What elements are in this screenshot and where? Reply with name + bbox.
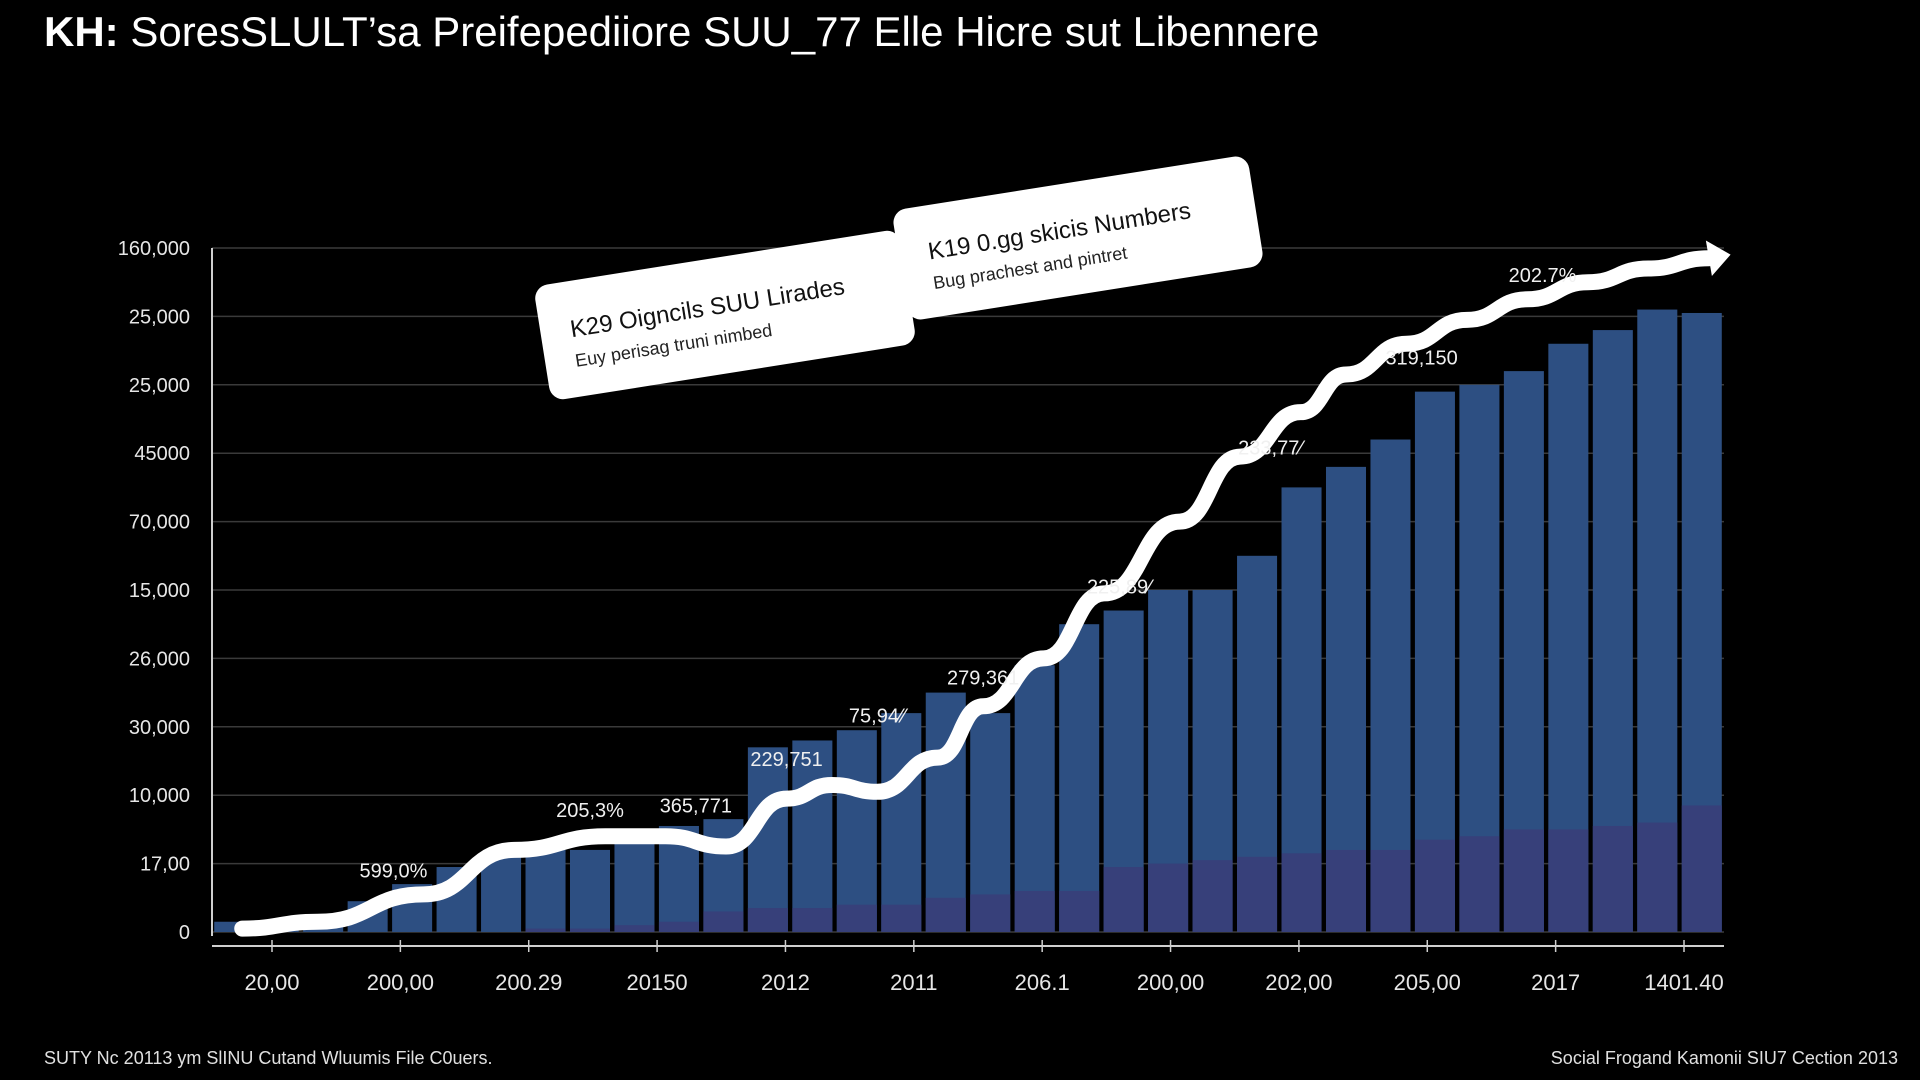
bar-lower-segment	[1014, 890, 1055, 932]
bar-lower-segment	[1414, 839, 1455, 932]
trend-arrowhead	[1705, 240, 1731, 277]
bar-lower-segment	[1548, 829, 1589, 932]
y-tick-label: 26,000	[129, 648, 190, 670]
bar-lower-segment	[1059, 890, 1100, 932]
axes: 0 17,00 10,000 30,000 26,000 15,000 70,000 4500…	[118, 238, 1724, 995]
bar	[1014, 665, 1055, 932]
bar-lower-segment	[525, 928, 566, 932]
data-label: 365,771	[660, 795, 732, 817]
x-tick-label: 20,00	[244, 970, 299, 995]
data-label: 205,3%	[556, 800, 624, 822]
y-tick-label: 0	[179, 922, 190, 944]
data-label: 225,89⁄	[1087, 576, 1154, 598]
bar	[836, 730, 877, 932]
footer-credit: Social Frogand Kamonii SIU7 Cection 2013	[1550, 1048, 1898, 1068]
data-label: 599,0%	[360, 860, 428, 882]
callout-background	[535, 230, 915, 400]
bar-lower-segment	[747, 908, 788, 932]
x-tick-label: 206.1	[1015, 970, 1070, 995]
x-tick-label: 200,00	[367, 970, 434, 995]
data-label: 233,77⁄	[1238, 438, 1305, 460]
bar	[569, 849, 611, 932]
y-tick-label: 25,000	[129, 375, 190, 397]
y-tick-label: 70,000	[129, 512, 190, 534]
data-label: 279,361	[947, 667, 1019, 689]
bar-lower-segment	[614, 925, 655, 932]
bar	[214, 921, 255, 932]
x-tick-label: 2017	[1531, 970, 1580, 995]
x-tick-label: 200.29	[495, 970, 562, 995]
x-tick-label: 2011	[890, 970, 937, 995]
data-label: 319,150	[1385, 347, 1457, 369]
bar	[525, 849, 566, 932]
bar-lower-segment	[881, 904, 922, 932]
bar-lower-segment	[1281, 853, 1322, 932]
bar-lower-segment	[658, 921, 699, 932]
y-tick-label: 45000	[134, 443, 190, 465]
bar-lower-segment	[1325, 849, 1367, 932]
chart-title-prefix: KH:	[44, 8, 119, 55]
x-tick-label: 205,00	[1394, 970, 1461, 995]
chart-title: KH: SoresSLULT’sa Preifepediiore SUU_77 …	[44, 8, 1319, 56]
data-label: 202.7%	[1509, 265, 1577, 287]
bar-lower-segment	[1592, 825, 1633, 932]
chart-title-text: SoresSLULT’sa Preifepediiore SUU_77 Elle…	[118, 8, 1320, 55]
bar	[792, 740, 833, 932]
bar-lower-segment	[792, 908, 833, 932]
x-tick-label: 20150	[626, 970, 687, 995]
bar	[614, 843, 655, 932]
bar-lower-segment	[1503, 829, 1544, 932]
x-tick-label: 202,00	[1265, 970, 1332, 995]
bar-lower-segment	[1103, 867, 1144, 932]
bar-lower-segment	[1681, 805, 1722, 932]
data-label: 229,751	[750, 749, 822, 771]
callout-background	[893, 156, 1263, 320]
bar	[481, 856, 522, 932]
trend-line-group	[234, 240, 1731, 937]
bar	[881, 713, 922, 932]
bar-series	[214, 309, 1722, 933]
y-tick-label: 10,000	[129, 785, 190, 807]
bar-lower-segment	[836, 904, 877, 932]
bar-lower-segment	[970, 894, 1011, 932]
y-tick-label: 160,000	[118, 238, 190, 260]
bar-lower-segment	[925, 897, 966, 932]
bar	[1059, 624, 1100, 932]
y-tick-label: 30,000	[129, 717, 190, 739]
y-tick-label: 25,000	[129, 306, 190, 328]
bar-lower-segment	[1148, 863, 1189, 932]
footer-source-note: SUTY Nc 20113 ym SlINU Cutand Wluumis Fi…	[44, 1048, 493, 1068]
data-annotations: 599,0% 205,3% 365,771 229,751 75,94⁄⁄ 279,361…	[360, 265, 1577, 882]
y-tick-label: 17,00	[140, 854, 190, 876]
x-tick-label: 1401.40	[1644, 970, 1724, 995]
data-label: 75,94⁄⁄	[849, 706, 908, 728]
bar-lower-segment	[1192, 860, 1233, 932]
bar-lower-segment	[1370, 849, 1411, 932]
bar-lower-segment	[703, 911, 744, 932]
bar-lower-segment	[1637, 822, 1678, 932]
x-tick-label: 2012	[761, 970, 810, 995]
bar-lower-segment	[569, 928, 611, 932]
x-tick-label: 200,00	[1137, 970, 1204, 995]
bar-lower-segment	[1459, 836, 1500, 932]
y-tick-label: 15,000	[129, 580, 190, 602]
bar-lower-segment	[1237, 856, 1278, 932]
bar	[747, 747, 788, 932]
trend-line	[234, 250, 1717, 937]
